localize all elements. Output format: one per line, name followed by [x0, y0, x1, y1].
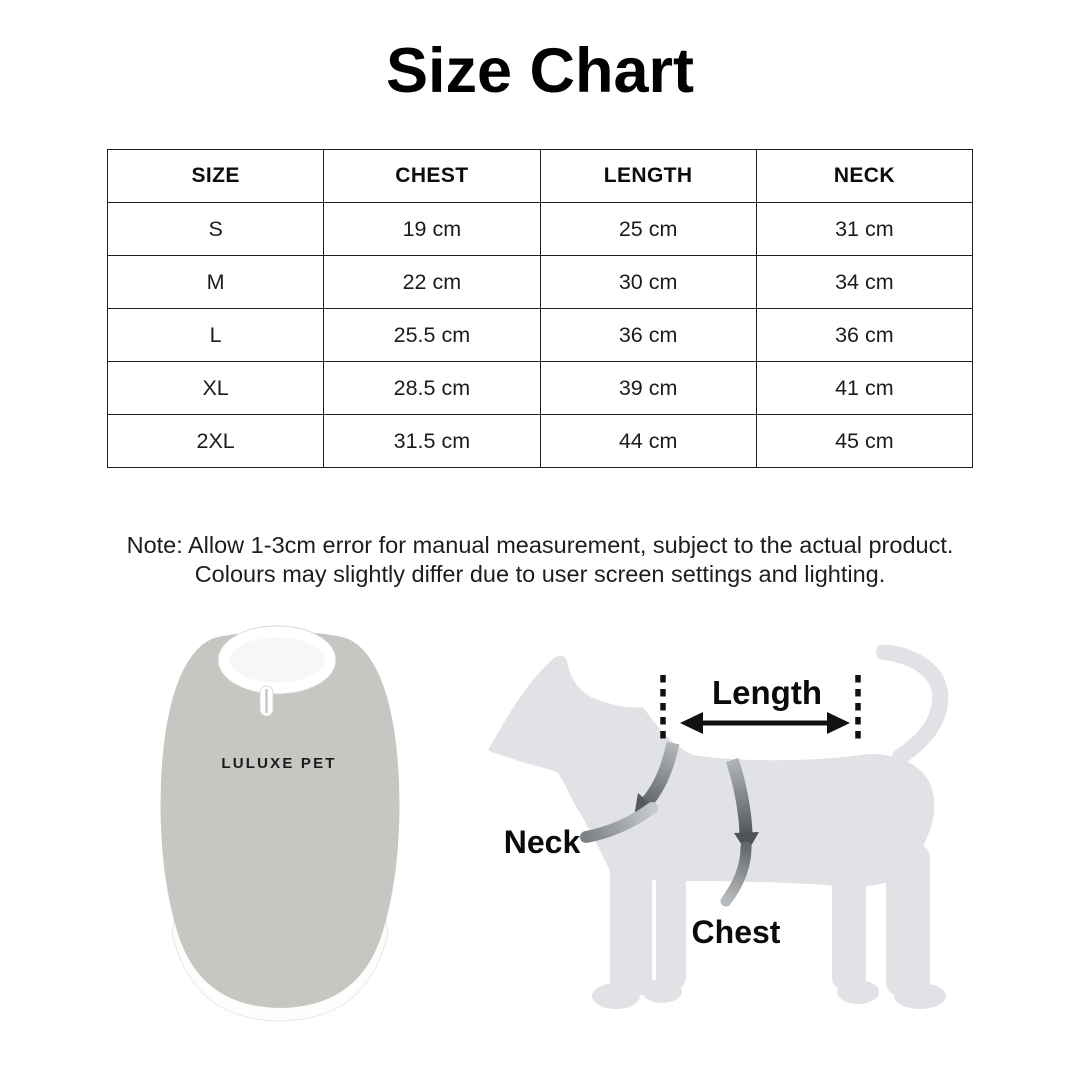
- table-cell: 39 cm: [539, 361, 757, 415]
- table-cell: XL: [106, 361, 325, 415]
- table-cell: 34 cm: [755, 255, 974, 309]
- table-cell: 36 cm: [755, 308, 974, 362]
- brand-label: LULUXE PET: [221, 755, 336, 772]
- table-cell: S: [106, 202, 325, 256]
- table-cell: 28.5 cm: [323, 361, 541, 415]
- table-cell: 25 cm: [539, 202, 757, 256]
- table-cell: 25.5 cm: [323, 308, 541, 362]
- table-cell: 2XL: [106, 414, 325, 468]
- size-table: SIZE CHEST LENGTH NECK S 19 cm 25 cm 31 cm M…: [106, 149, 974, 468]
- column-header-size: SIZE: [106, 149, 325, 203]
- chest-band: [720, 841, 752, 907]
- note-line-1: Note: Allow 1-3cm error for manual measu…: [126, 532, 954, 558]
- neck-band: [580, 802, 658, 843]
- table-cell: 44 cm: [539, 414, 757, 468]
- note-line-2: Colours may slightly differ due to user …: [194, 561, 886, 587]
- table-row: M 22 cm 30 cm 34 cm: [106, 255, 974, 309]
- shirt-collar: [218, 626, 336, 694]
- dog-hind-paw-far: [837, 980, 879, 1004]
- header-row: SIZE CHEST LENGTH NECK: [106, 149, 974, 203]
- table-row: L 25.5 cm 36 cm 36 cm: [106, 308, 974, 362]
- shirt-illustration: LULUXE PET: [160, 625, 400, 1022]
- table-cell: L: [106, 308, 325, 362]
- page-title: Size Chart: [385, 36, 695, 106]
- table-cell: 31.5 cm: [323, 414, 541, 468]
- dog-front-paw: [592, 983, 640, 1009]
- product-shirt-image: LULUXE PET: [150, 616, 410, 1028]
- dog-hind-leg: [886, 845, 930, 995]
- dog-diagram-illustration: [488, 645, 949, 1009]
- chest-arrow-icon: [720, 757, 759, 907]
- dog-front-leg: [610, 845, 652, 995]
- length-label: Length: [712, 674, 822, 711]
- dog-front-leg-far: [656, 845, 686, 989]
- dog-measurement-diagram: Length Neck Chest: [480, 645, 950, 1045]
- measurement-note: Note: Allow 1-3cm error for manual measu…: [0, 531, 1080, 589]
- dog-tail: [876, 645, 949, 765]
- table-cell: 41 cm: [755, 361, 974, 415]
- table-row: 2XL 31.5 cm 44 cm 45 cm: [106, 414, 974, 468]
- column-header-neck: NECK: [755, 149, 974, 203]
- dog-hind-paw: [894, 983, 946, 1009]
- length-arrow-icon: [660, 675, 861, 740]
- dog-front-paw-far: [642, 979, 682, 1003]
- column-header-length: LENGTH: [539, 149, 757, 203]
- neck-label: Neck: [503, 824, 581, 860]
- neck-arrow-icon: [580, 741, 680, 843]
- table-cell: 31 cm: [755, 202, 974, 256]
- collar-rim: [217, 625, 337, 695]
- table-cell: 45 cm: [755, 414, 974, 468]
- table-cell: 36 cm: [539, 308, 757, 362]
- size-table-body: S 19 cm 25 cm 31 cm M 22 cm 30 cm 34 cm L 25.5 cm…: [106, 202, 974, 468]
- shirt-body: [160, 631, 400, 1008]
- table-cell: M: [106, 255, 325, 309]
- column-header-chest: CHEST: [323, 149, 541, 203]
- table-cell: 30 cm: [539, 255, 757, 309]
- table-row: S 19 cm 25 cm 31 cm: [106, 202, 974, 256]
- size-table-header: SIZE CHEST LENGTH NECK: [106, 149, 974, 203]
- table-row: XL 28.5 cm 39 cm 41 cm: [106, 361, 974, 415]
- table-cell: 19 cm: [323, 202, 541, 256]
- chest-label: Chest: [691, 914, 781, 950]
- table-cell: 22 cm: [323, 255, 541, 309]
